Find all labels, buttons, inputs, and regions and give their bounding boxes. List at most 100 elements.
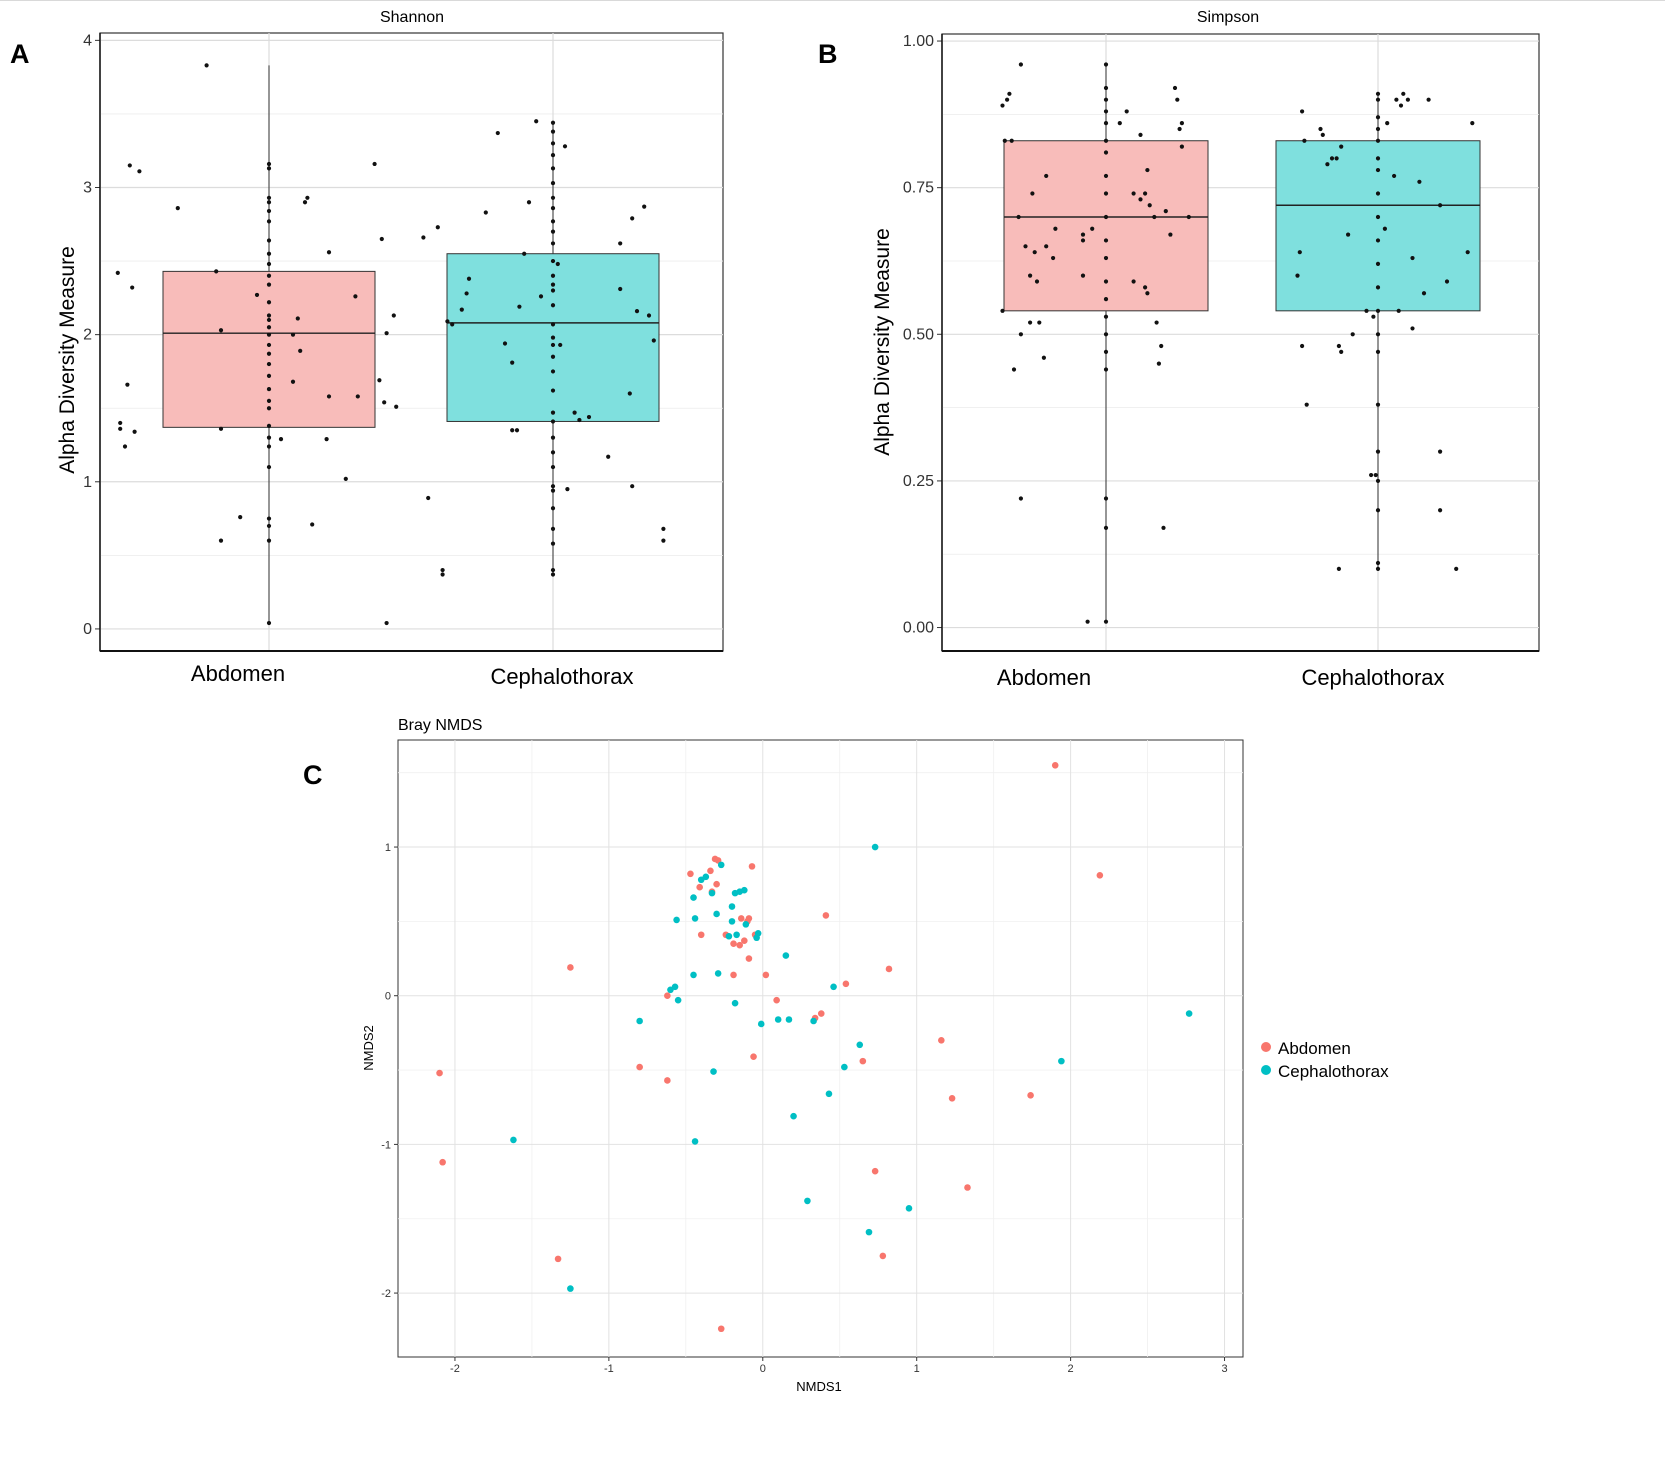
shannon-data-point xyxy=(550,282,556,287)
nmds-point-cephalothorax xyxy=(567,1285,574,1292)
simpson-data-point xyxy=(1172,85,1178,91)
simpson-y-tick-label: 0.00 xyxy=(903,620,934,637)
simpson-data-point xyxy=(1103,349,1109,354)
simpson-data-point xyxy=(1300,343,1305,349)
simpson-data-point xyxy=(1023,244,1028,249)
simpson-data-point xyxy=(1159,343,1164,349)
shannon-data-point xyxy=(550,195,556,200)
shannon-data-point xyxy=(266,342,272,348)
shannon-data-point xyxy=(661,538,666,543)
simpson-data-point xyxy=(1145,167,1150,173)
simpson-data-point xyxy=(1103,121,1109,126)
simpson-data-point xyxy=(1147,203,1152,208)
nmds-point-abdomen xyxy=(730,940,737,947)
shannon-data-point xyxy=(118,426,123,431)
shannon-data-point xyxy=(266,516,272,521)
nmds-x-tick-label: 1 xyxy=(914,1363,920,1375)
simpson-data-point xyxy=(1375,560,1381,566)
shannon-data-point xyxy=(495,130,500,136)
shannon-data-point xyxy=(550,241,556,246)
nmds-x-tick-label: -2 xyxy=(450,1363,460,1375)
simpson-data-point xyxy=(1350,332,1355,337)
simpson-data-point xyxy=(1080,238,1086,243)
simpson-data-point xyxy=(1103,191,1109,196)
simpson-data-point xyxy=(1080,273,1086,278)
nmds-point-cephalothorax xyxy=(856,1041,864,1049)
shannon-category-abdomen: Abdomen xyxy=(191,661,285,686)
shannon-data-point xyxy=(421,235,426,240)
nmds-point-cephalothorax xyxy=(1058,1057,1065,1065)
nmds-point-abdomen xyxy=(885,965,893,973)
shannon-data-point xyxy=(324,437,329,442)
nmds-point-abdomen xyxy=(842,980,850,988)
legend-marker-abdomen xyxy=(1261,1042,1271,1052)
nmds-point-abdomen xyxy=(664,992,671,1000)
simpson-data-point xyxy=(1375,478,1381,484)
shannon-data-point xyxy=(426,495,431,501)
simpson-data-point xyxy=(1103,496,1109,501)
nmds-point-abdomen xyxy=(717,1325,725,1333)
shannon-data-point xyxy=(266,398,272,403)
shannon-data-point xyxy=(382,400,387,405)
simpson-data-point xyxy=(1444,279,1450,284)
simpson-data-point xyxy=(1103,255,1109,261)
simpson-data-point xyxy=(1103,150,1109,155)
simpson-data-point xyxy=(1396,308,1401,313)
simpson-data-point xyxy=(1375,349,1381,354)
shannon-data-point xyxy=(558,342,563,348)
nmds-point-abdomen xyxy=(713,880,720,888)
simpson-data-point xyxy=(1392,173,1397,179)
simpson-data-point xyxy=(1410,326,1415,331)
shannon-data-point xyxy=(278,437,284,442)
simpson-data-point xyxy=(1375,449,1381,454)
shannon-data-point xyxy=(526,200,532,205)
shannon-data-point xyxy=(630,216,635,221)
shannon-data-point xyxy=(326,250,332,255)
nmds-point-cephalothorax xyxy=(710,1068,717,1075)
simpson-data-point xyxy=(1103,332,1109,337)
shannon-data-point xyxy=(391,313,396,318)
shannon-data-point xyxy=(204,63,209,68)
shannon-data-point xyxy=(517,304,522,309)
nmds-point-cephalothorax xyxy=(728,903,736,910)
shannon-data-point xyxy=(464,291,469,296)
nmds-point-cephalothorax xyxy=(671,983,679,991)
nmds-point-cephalothorax xyxy=(871,843,879,851)
simpson-data-point xyxy=(1398,103,1404,108)
shannon-data-point xyxy=(550,153,556,158)
nmds-point-abdomen xyxy=(859,1057,867,1065)
shannon-data-point xyxy=(266,208,272,214)
shannon-data-point xyxy=(440,572,445,577)
simpson-data-point xyxy=(1300,109,1305,114)
shannon-data-point xyxy=(586,414,592,420)
simpson-panel: 0.00 0.25 0.50 0.75 1.00 B Simpson Alpha Divers… xyxy=(818,9,1540,690)
simpson-data-point xyxy=(1375,126,1381,132)
shannon-data-point xyxy=(627,391,632,396)
nmds-y-tick-label: 1 xyxy=(385,842,391,854)
nmds-point-abdomen xyxy=(879,1252,887,1260)
nmds-point-abdomen xyxy=(750,1053,757,1060)
shannon-data-point xyxy=(305,195,310,200)
simpson-data-point xyxy=(1375,508,1381,513)
nmds-x-tick-label: -1 xyxy=(604,1363,614,1375)
shannon-data-point xyxy=(266,251,272,256)
simpson-data-point xyxy=(1394,97,1399,102)
nmds-point-abdomen xyxy=(1027,1092,1034,1099)
simpson-data-point xyxy=(1438,508,1443,513)
nmds-point-abdomen xyxy=(736,941,743,949)
shannon-data-point xyxy=(646,313,652,318)
shannon-data-point xyxy=(550,488,556,493)
shannon-data-point xyxy=(550,506,556,511)
panel-label-a: A xyxy=(10,39,30,69)
nmds-x-tick-label: 2 xyxy=(1068,1363,1074,1375)
simpson-data-point xyxy=(1044,244,1049,249)
simpson-data-point xyxy=(1375,91,1381,96)
simpson-data-point xyxy=(1138,132,1143,137)
simpson-data-point xyxy=(1364,308,1369,313)
shannon-data-point xyxy=(266,325,272,330)
nmds-point-cephalothorax xyxy=(510,1136,517,1144)
shannon-data-point xyxy=(266,423,272,428)
simpson-data-point xyxy=(1375,402,1381,407)
simpson-data-point xyxy=(1334,156,1339,161)
simpson-data-point xyxy=(1438,203,1443,208)
